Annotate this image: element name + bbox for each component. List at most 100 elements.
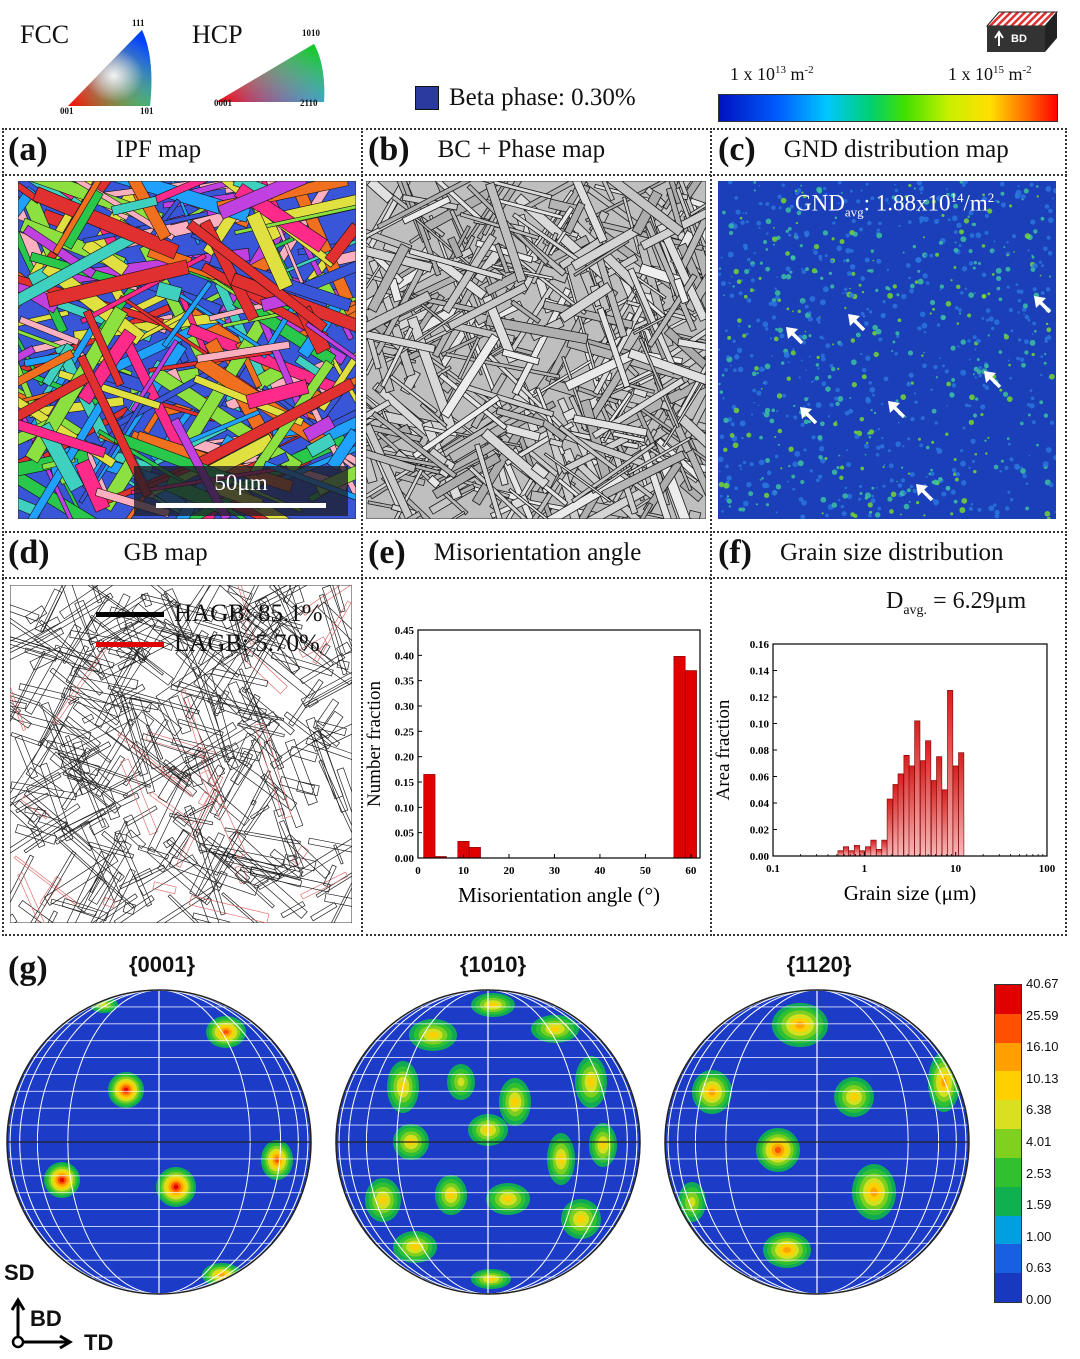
bar [931,780,938,857]
y-tick-label: 0.06 [750,772,770,784]
pole-density-contour [550,1026,560,1032]
pole-density-contour [600,1140,606,1150]
x-tick-label: 40 [594,865,606,877]
pf-title-1010: {1010} [459,952,527,977]
gnd-map-image [718,181,1056,519]
colorbar-tick-label: 6.38 [1026,1102,1052,1118]
y-tick-label: 0.16 [750,639,770,651]
bar [908,765,915,857]
pole-density-contour [447,1191,455,1199]
bar [876,849,883,857]
pf-title-1120: {1120} [786,952,852,977]
pole-density-contour [774,1146,782,1154]
pole-density-contour [850,1093,858,1101]
bar [947,690,954,857]
pole-density-contour [795,1021,805,1029]
x-tick-label: 100 [1039,863,1056,875]
plot-frame [417,629,701,859]
pole-density-contour [870,1187,878,1197]
colorbar-segment [995,1186,1021,1217]
hcp-corner-left: 0001 [214,98,232,108]
colorbar-segment [995,1129,1021,1159]
x-axis-label: Grain size (μm) [844,881,977,905]
ipf-map-image [18,181,356,519]
fcc-ipf-triangle [68,30,152,106]
colorbar-tick-label: 25.59 [1026,1007,1059,1023]
pole-density-contour [428,1031,438,1039]
x-tick-label: 1 [862,863,868,875]
colorbar-tick-label: 40.67 [1026,976,1059,991]
pole-density-contour [783,1247,791,1253]
colorbar-segment [995,1042,1021,1072]
y-axis-label: Number fraction [364,680,385,807]
y-tick-label: 0.12 [750,692,770,704]
pole-density-contour [511,1097,519,1107]
gnd-arrow-icon [1034,296,1052,314]
pole-density-contour [688,1197,696,1207]
hagb-legend: HAGB: 85.1% [96,600,323,628]
y-tick-label: 0.15 [395,777,415,789]
x-tick-label: 0.1 [766,863,780,875]
bar [886,798,893,857]
bar [958,752,965,857]
pole-density-contour [488,1002,498,1008]
gb-legend: HAGB: 85.1% LAGB: 5.70% [96,600,323,658]
colorbar-segment [995,1100,1021,1130]
x-tick-label: 10 [458,865,470,877]
pf-colorbar [994,984,1022,1303]
hcp-corner-top: 1010 [302,28,320,38]
pole-density-contour [487,1277,495,1281]
gnd-arrow-icon [916,484,934,502]
gnd-avg-label: GNDavg: 1.88x1014/m2 [795,190,995,220]
gnd-scale-max-label: 1 x 1015 m-2 [948,64,1032,84]
colorbar-tick-label: 4.01 [1026,1134,1052,1149]
bar [848,850,855,857]
gnd-arrow-icon [888,401,906,419]
fcc-corner-left: 001 [60,106,74,116]
colorbar-segment [995,985,1021,1015]
pole-density-contour [577,1215,585,1223]
sd-axis-label: SD [4,1260,35,1285]
pole-density-contour [274,1157,280,1163]
sample-axes-icon [10,1297,73,1350]
beta-phase-legend: Beta phase: 0.30% [415,84,636,112]
pole-density-contour [218,1273,226,1277]
x-tick-label: 10 [950,863,962,875]
gnd-colorscale-bar [718,94,1058,122]
bar [952,765,959,857]
bar [870,839,877,857]
colorbar-segment [995,1215,1021,1245]
pole-density-contour [503,1195,513,1203]
x-tick-label: 20 [503,865,515,877]
bd-block-label: BD [1011,33,1027,45]
gnd-arrow-icon [800,407,818,425]
panel-f-frame [710,531,1067,936]
pole-density-contour [379,1195,387,1205]
bd-axis-label: BD [30,1306,62,1331]
colorbar-tick-label: 16.10 [1026,1039,1059,1055]
y-tick-label: 0.02 [750,825,770,837]
bar [892,784,899,857]
gnd-arrow-icon [984,371,1002,389]
colorbar-tick-label: 1.59 [1026,1197,1052,1213]
pole-figure-0001 [6,989,312,1295]
y-tick-label: 0.00 [750,851,770,863]
bar [881,839,888,857]
bc-phase-map-image [366,181,706,519]
bar [936,756,943,857]
bar [468,847,481,859]
panel-a-title: (a) IPF map [8,131,202,168]
bar [837,850,844,857]
row2-title-divider [2,577,1067,579]
lagb-legend: LAGB: 5.70% [96,630,323,658]
bar [925,740,932,857]
gnd-arrow-icon [786,327,804,345]
panel-g-label: (g) [8,950,48,987]
gnd-arrow-icon [848,314,866,332]
y-tick-label: 0.08 [750,745,770,757]
y-tick-label: 0.30 [395,701,415,713]
y-tick-label: 0.05 [395,828,415,840]
panel-c-title: (c) GND distribution map [718,131,1009,168]
davg-label: Davg. = 6.29μm [886,588,1027,618]
pf-title-0001: {0001} [128,952,196,977]
